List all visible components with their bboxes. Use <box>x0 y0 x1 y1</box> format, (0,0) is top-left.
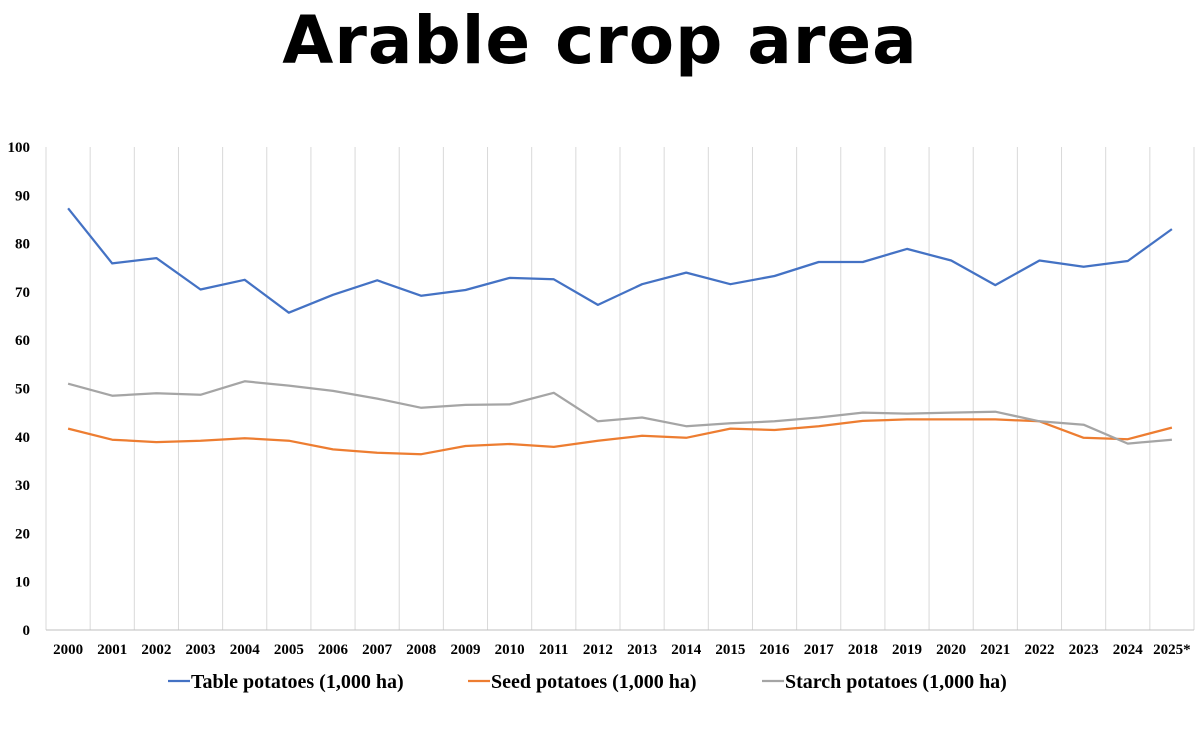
y-tick-label: 90 <box>15 188 30 204</box>
x-tick-label: 2015 <box>715 642 745 658</box>
y-tick-label: 40 <box>15 430 30 446</box>
legend-label: Seed potatoes (1,000 ha) <box>491 671 697 693</box>
y-tick-labels: 0 10 20 30 40 50 60 70 80 90 100 <box>8 140 31 639</box>
y-tick-label: 10 <box>15 575 30 591</box>
x-tick-label: 2008 <box>406 642 436 658</box>
y-tick-label: 30 <box>15 478 30 494</box>
x-tick-label: 2005 <box>274 642 304 658</box>
x-tick-label: 2011 <box>539 642 568 658</box>
series-line <box>67 207 1173 314</box>
y-tick-label: 80 <box>15 237 30 253</box>
y-tick-label: 100 <box>8 140 31 156</box>
x-tick-labels: 2000 2001 2002 2003 2004 2005 2006 2007 2008 2009… <box>53 642 1191 658</box>
x-tick-label: 2022 <box>1024 642 1054 658</box>
x-tick-label: 2014 <box>671 642 702 658</box>
x-tick-label: 2013 <box>627 642 657 658</box>
series-line <box>67 380 1172 445</box>
x-tick-label: 2020 <box>936 642 966 658</box>
x-tick-label: 2024 <box>1113 642 1144 658</box>
x-tick-label: 2000 <box>53 642 83 658</box>
legend-label: Table potatoes (1,000 ha) <box>191 671 404 693</box>
chart-title: Arable crop area <box>282 2 918 79</box>
x-tick-label: 2012 <box>583 642 613 658</box>
x-tick-label: 2007 <box>362 642 393 658</box>
x-tick-label: 2019 <box>892 642 922 658</box>
series-line <box>67 418 1173 456</box>
x-tick-label: 2018 <box>848 642 878 658</box>
x-tick-label: 2004 <box>230 642 261 658</box>
y-tick-label: 70 <box>15 285 30 301</box>
y-tick-label: 0 <box>23 623 31 639</box>
x-tick-label: 2002 <box>141 642 171 658</box>
y-tick-label: 20 <box>15 526 30 542</box>
x-tick-label: 2025* <box>1153 642 1191 658</box>
x-tick-label: 2016 <box>760 642 791 658</box>
y-tick-label: 60 <box>15 333 30 349</box>
x-tick-label: 2003 <box>186 642 216 658</box>
x-tick-label: 2023 <box>1069 642 1099 658</box>
series-lines <box>67 207 1173 456</box>
x-tick-label: 2009 <box>450 642 480 658</box>
x-tick-label: 2017 <box>804 642 835 658</box>
vertical-gridlines <box>45 147 1195 630</box>
x-tick-label: 2006 <box>318 642 349 658</box>
legend-label: Starch potatoes (1,000 ha) <box>785 671 1007 693</box>
y-tick-label: 50 <box>15 382 30 398</box>
x-tick-label: 2010 <box>495 642 525 658</box>
legend: Table potatoes (1,000 ha) Seed potatoes (… <box>168 671 1007 693</box>
x-tick-label: 2021 <box>980 642 1010 658</box>
x-tick-label: 2001 <box>97 642 127 658</box>
